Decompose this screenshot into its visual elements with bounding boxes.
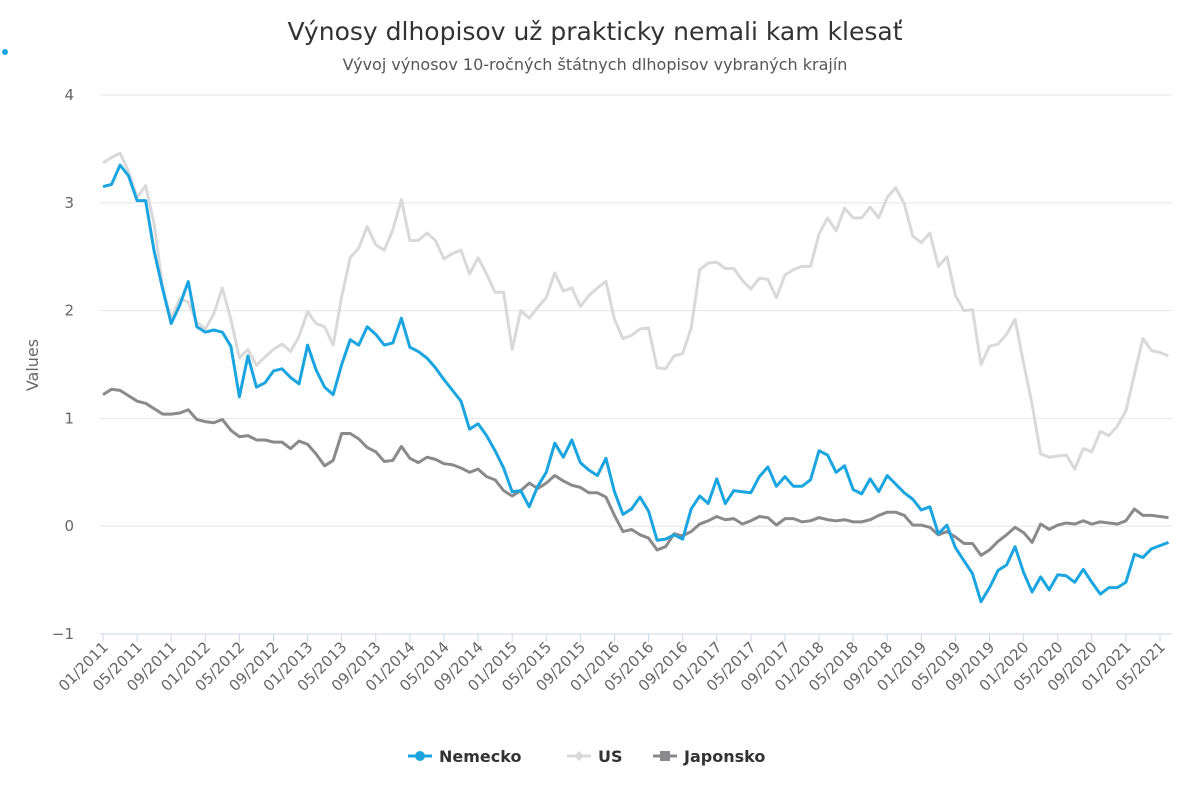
legend-label: Nemecko (439, 747, 521, 766)
legend-item[interactable]: Nemecko (408, 747, 521, 766)
legend-marker (660, 751, 670, 761)
legend-item[interactable]: Japonsko (653, 747, 765, 766)
legend-item[interactable]: US (567, 747, 623, 766)
series-line (102, 151, 1170, 471)
chart-title: Výnosy dlhopisov už prakticky nemali kam… (288, 17, 903, 46)
y-tick-label: 4 (64, 86, 74, 104)
legend-marker (415, 751, 425, 761)
y-tick-label: 3 (64, 194, 74, 212)
y-tick-label: 2 (64, 302, 74, 320)
decoration-dot (2, 49, 8, 55)
y-tick-label: 1 (64, 409, 74, 427)
series-line (102, 387, 1169, 557)
y-tick-label: −1 (52, 625, 74, 643)
y-tick-label: 0 (64, 517, 74, 535)
legend-marker (574, 751, 584, 761)
legend-label: US (598, 747, 623, 766)
y-axis-label: Values (23, 339, 42, 391)
legend-label: Japonsko (683, 747, 765, 766)
series-line (102, 163, 1170, 604)
chart-subtitle: Vývoj výnosov 10-ročných štátnych dlhopi… (343, 55, 848, 74)
